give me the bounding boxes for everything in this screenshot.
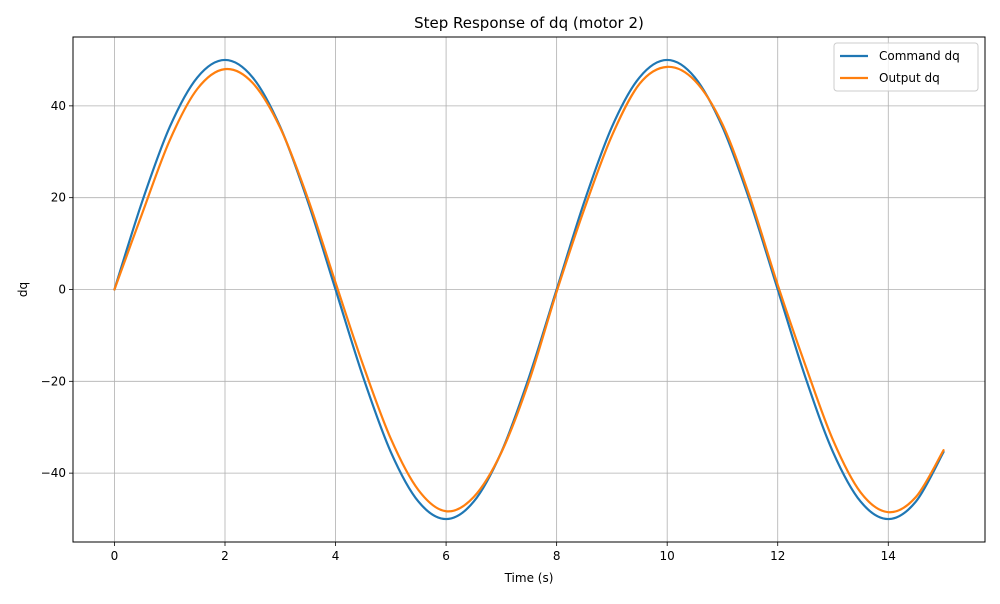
data-point — [224, 69, 225, 70]
data-point — [390, 438, 391, 439]
series-layer — [113, 58, 945, 521]
x-tick-label: 6 — [442, 549, 450, 563]
data-point — [418, 501, 419, 502]
legend-box — [833, 42, 979, 92]
y-tick-label: 0 — [58, 283, 66, 297]
data-point — [694, 80, 695, 81]
data-point — [639, 77, 640, 78]
x-axis-ticks: 0 2 4 6 8 10 12 14 — [111, 542, 896, 563]
data-point — [363, 377, 364, 378]
y-axis-ticks: −40 −20 0 20 40 — [41, 99, 73, 480]
data-point — [252, 82, 253, 83]
x-tick-label: 10 — [660, 549, 675, 563]
data-point — [556, 291, 557, 292]
legend-label: Command dq — [879, 49, 960, 63]
x-tick-label: 14 — [881, 549, 896, 563]
y-tick-label: 40 — [51, 99, 66, 113]
x-tick-label: 0 — [111, 549, 119, 563]
y-tick-label: −40 — [41, 466, 66, 480]
series-line-2 — [113, 65, 945, 514]
data-point — [335, 289, 336, 290]
y-tick-label: 20 — [51, 191, 66, 205]
data-point — [141, 213, 142, 214]
data-point — [805, 377, 806, 378]
data-point — [169, 140, 170, 141]
data-point — [915, 501, 916, 502]
x-tick-label: 4 — [332, 549, 340, 563]
data-point — [335, 282, 336, 283]
data-point — [611, 135, 612, 136]
data-point — [418, 490, 419, 491]
data-point — [114, 289, 115, 290]
y-axis-label: dq — [16, 282, 30, 297]
data-point — [390, 451, 391, 452]
data-point — [501, 452, 502, 453]
data-point — [888, 518, 889, 519]
data-point — [832, 439, 833, 440]
data-point — [363, 365, 364, 366]
data-point — [224, 59, 225, 60]
data-point — [722, 124, 723, 125]
data-point — [280, 127, 281, 128]
data-point — [639, 83, 640, 84]
data-point — [667, 66, 668, 67]
data-point — [584, 209, 585, 210]
data-point — [805, 365, 806, 366]
data-point — [888, 512, 889, 513]
data-point — [197, 88, 198, 89]
data-point — [860, 492, 861, 493]
x-axis-label: Time (s) — [504, 571, 554, 585]
data-point — [860, 501, 861, 502]
x-tick-label: 2 — [221, 549, 229, 563]
data-point — [667, 59, 668, 60]
data-point — [197, 77, 198, 78]
legend-label: Output dq — [879, 71, 940, 85]
data-point — [915, 496, 916, 497]
data-point — [473, 496, 474, 497]
data-point — [694, 77, 695, 78]
x-tick-label: 12 — [770, 549, 785, 563]
chart-title: Step Response of dq (motor 2) — [414, 14, 644, 32]
data-point — [584, 201, 585, 202]
data-point — [832, 451, 833, 452]
data-point — [445, 518, 446, 519]
data-point — [611, 126, 612, 127]
data-point — [169, 126, 170, 127]
data-point — [141, 201, 142, 202]
data-point — [777, 284, 778, 285]
data-point — [528, 381, 529, 382]
series-line-1 — [113, 58, 945, 521]
legend: Command dq Output dq — [833, 42, 979, 92]
data-point — [252, 77, 253, 78]
data-point — [445, 511, 446, 512]
y-tick-label: −20 — [41, 374, 66, 388]
x-tick-label: 8 — [553, 549, 561, 563]
data-point — [943, 450, 944, 451]
data-point — [473, 501, 474, 502]
data-point — [749, 197, 750, 198]
data-point — [307, 198, 308, 199]
